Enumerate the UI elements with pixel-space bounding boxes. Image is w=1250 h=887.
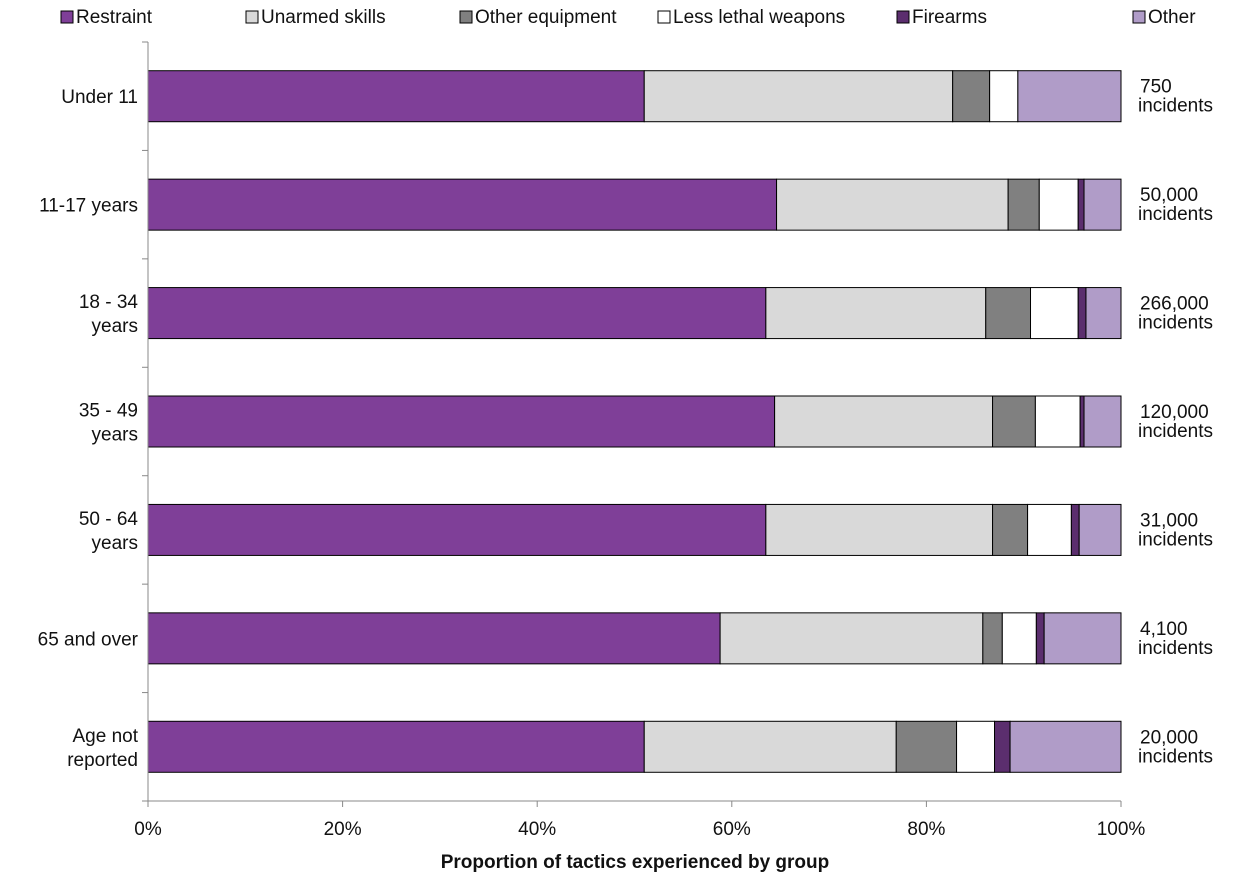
legend-swatch (657, 10, 671, 24)
bar-segment-unarmed-skills (774, 395, 994, 448)
bar-segment-other (1043, 612, 1122, 665)
bar-segment-other (1078, 503, 1122, 556)
bar-segment-restraint (147, 178, 778, 231)
category-label: 35 - 49 years (79, 401, 138, 446)
bar-segment-restraint (147, 503, 767, 556)
category-label: Under 11 (61, 87, 138, 108)
legend-item-unarmed-skills: Unarmed skills (245, 7, 386, 28)
bar-segment-other (1017, 70, 1122, 123)
incident-count-label: 50,000 incidents (1138, 185, 1213, 225)
bar-segment-less-lethal-weapons (1034, 395, 1081, 448)
legend-item-other-equipment: Other equipment (459, 7, 617, 28)
bar-segment-other (1009, 720, 1122, 773)
legend-label: Firearms (912, 7, 987, 28)
legend: Restraint Unarmed skills Other equipment Le… (60, 7, 1196, 28)
bar-segment-restraint (147, 287, 767, 340)
plot-area (147, 70, 1122, 773)
bar-segment-restraint (147, 395, 776, 448)
category-label: 18 - 34 years (79, 292, 139, 337)
x-tick-label: 100% (1097, 819, 1146, 840)
category-label: 50 - 64 years (79, 509, 139, 554)
bar-segment-less-lethal-weapons (1030, 287, 1079, 340)
legend-label: Less lethal weapons (673, 7, 845, 28)
legend-item-less-lethal-weapons: Less lethal weapons (657, 7, 845, 28)
bar-segment-firearms (1077, 287, 1087, 340)
bar-segment-other-equipment (992, 395, 1036, 448)
incident-count-label: 120,000 incidents (1138, 402, 1213, 442)
incident-count-label: 20,000 incidents (1138, 727, 1213, 767)
bar-segment-other-equipment (895, 720, 958, 773)
incident-count-label: 750 incidents (1138, 77, 1213, 117)
bar-segment-other-equipment (952, 70, 991, 123)
bar-segment-less-lethal-weapons (989, 70, 1019, 123)
incident-count-label: 31,000 incidents (1138, 510, 1213, 550)
x-tick-label: 0% (134, 819, 162, 840)
bar-row (147, 70, 1122, 123)
bar-segment-unarmed-skills (765, 503, 994, 556)
bar-segment-other-equipment (992, 503, 1029, 556)
bar-segment-firearms (994, 720, 1011, 773)
bar-row (147, 395, 1122, 448)
bar-row (147, 503, 1122, 556)
bar-segment-restraint (147, 70, 645, 123)
legend-label: Other equipment (475, 7, 617, 28)
bar-segment-less-lethal-weapons (1027, 503, 1072, 556)
bar-segment-less-lethal-weapons (1001, 612, 1037, 665)
bar-segment-restraint (147, 612, 721, 665)
bar-segment-unarmed-skills (776, 178, 1009, 231)
category-label: 65 and over (38, 629, 139, 650)
x-tick-label: 20% (324, 819, 362, 840)
legend-item-other: Other (1132, 7, 1196, 28)
bar-segment-unarmed-skills (643, 70, 954, 123)
legend-swatch (60, 10, 74, 24)
axes: 0% 20% 40% 60% 80% 100% (134, 41, 1146, 840)
bar-segment-other-equipment (982, 612, 1003, 665)
bar-segment-less-lethal-weapons (1038, 178, 1079, 231)
category-label: Age not reported (67, 726, 139, 771)
legend-label: Other (1148, 7, 1196, 28)
x-axis-title: Proportion of tactics experienced by gro… (441, 852, 830, 873)
incident-count-label: 266,000 incidents (1138, 294, 1213, 334)
legend-swatch (896, 10, 910, 24)
x-tick-label: 80% (907, 819, 945, 840)
bar-segment-firearms (1079, 395, 1085, 448)
bar-segment-unarmed-skills (719, 612, 984, 665)
category-label: 11-17 years (39, 196, 138, 217)
bar-row (147, 178, 1122, 231)
bar-segment-less-lethal-weapons (956, 720, 996, 773)
x-tick-label: 60% (713, 819, 751, 840)
bar-segment-unarmed-skills (765, 287, 987, 340)
x-tick-label: 40% (518, 819, 556, 840)
labels: Under 11 750 incidents 11-17 years 50,000 inc… (38, 77, 1213, 771)
legend-swatch (245, 10, 259, 24)
legend-item-restraint: Restraint (60, 7, 153, 28)
legend-label: Restraint (76, 7, 153, 28)
bar-segment-restraint (147, 720, 645, 773)
bar-segment-firearms (1077, 178, 1085, 231)
bar-segment-other-equipment (985, 287, 1032, 340)
bar-segment-firearms (1035, 612, 1045, 665)
bar-segment-other (1083, 178, 1122, 231)
bar-segment-other (1083, 395, 1122, 448)
bar-segment-other-equipment (1007, 178, 1040, 231)
bar-segment-firearms (1070, 503, 1080, 556)
legend-swatch (1132, 10, 1146, 24)
bar-row (147, 287, 1122, 340)
bar-row (147, 720, 1122, 773)
bar-row (147, 612, 1122, 665)
legend-swatch (459, 10, 473, 24)
bar-segment-unarmed-skills (643, 720, 897, 773)
incident-count-label: 4,100 incidents (1138, 619, 1213, 659)
legend-label: Unarmed skills (261, 7, 386, 28)
bar-segment-other (1085, 287, 1122, 340)
legend-item-firearms: Firearms (896, 7, 987, 28)
